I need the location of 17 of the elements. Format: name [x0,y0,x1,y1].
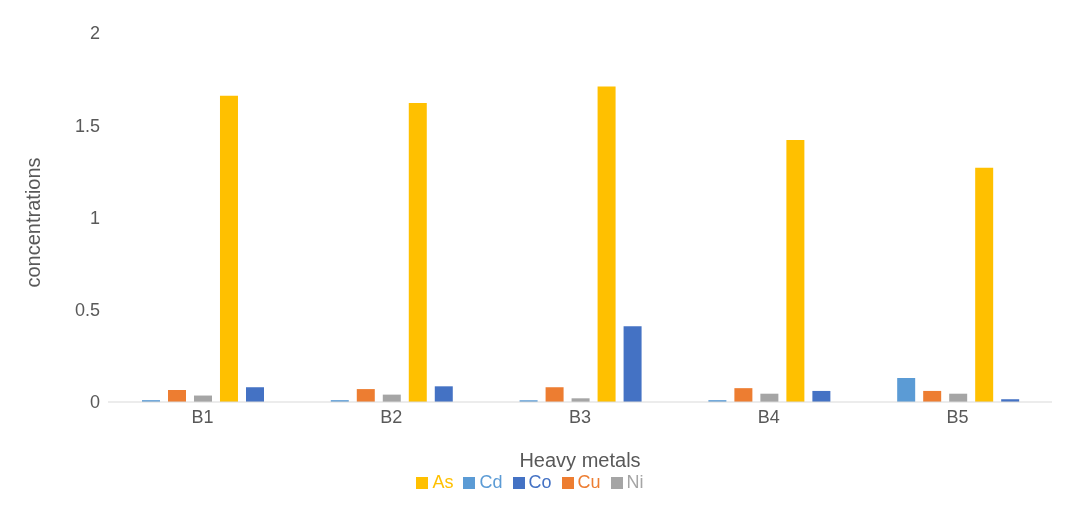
y-tick-label: 1 [89,207,100,228]
x-tick-label: B2 [380,406,403,427]
y-axis-title: concentrations [22,157,45,288]
x-tick-label: B4 [757,406,780,427]
y-tick-label: 2 [89,23,100,44]
legend-label: Ni [626,472,644,492]
x-tick-label: B5 [946,406,969,427]
y-tick-label: 0.5 [74,300,100,321]
legend-label: Co [528,472,552,492]
x-tick-label: B1 [191,406,214,427]
x-tick-label: B3 [568,406,592,427]
legend-label: Cd [479,472,503,492]
legend-label: Cu [577,472,601,492]
x-axis-title: Heavy metals [519,449,641,471]
legend-label: As [432,472,454,492]
y-tick-label: 0 [89,392,100,413]
y-tick-label: 1.5 [74,115,100,136]
